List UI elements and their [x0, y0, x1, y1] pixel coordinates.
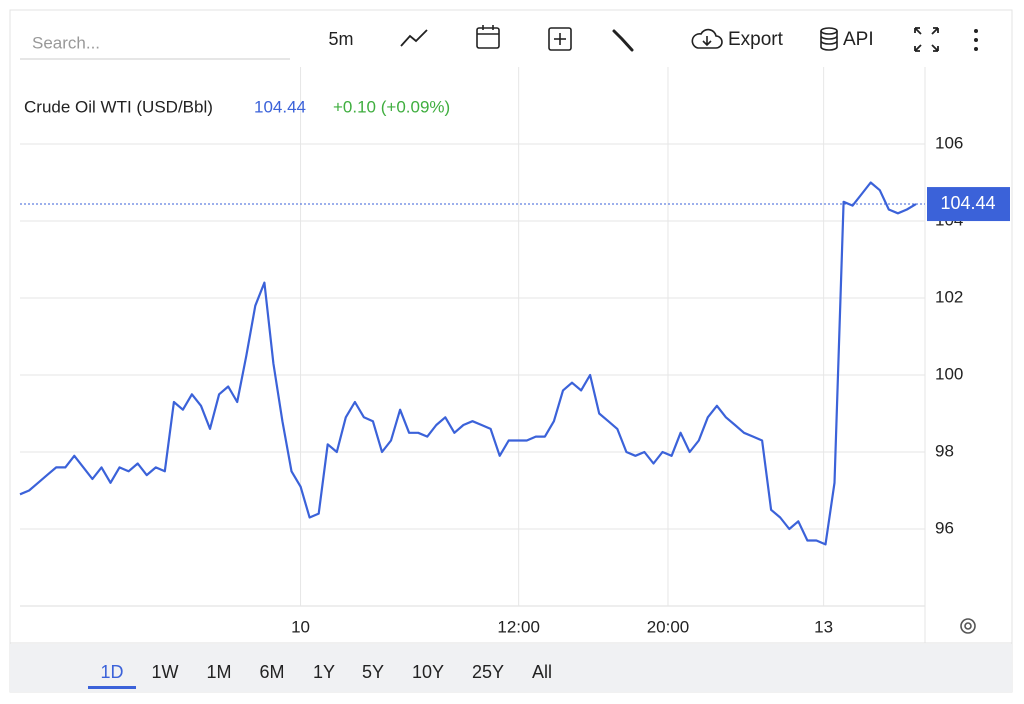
price-line — [19, 181, 917, 546]
range-button[interactable]: 25Y — [472, 662, 504, 682]
legend-change: +0.10 (+0.09%) — [333, 97, 450, 116]
add-indicator-icon[interactable] — [548, 27, 572, 51]
range-button[interactable]: 5Y — [362, 662, 384, 682]
frame — [9, 9, 1013, 693]
y-tick-label: 106 — [935, 133, 963, 152]
export-button[interactable]: Export — [728, 29, 784, 50]
y-tick-label: 96 — [935, 518, 954, 537]
range-bar — [10, 644, 1012, 692]
range-active-underline — [88, 686, 136, 689]
range-button[interactable]: All — [532, 662, 552, 682]
fullscreen-icon[interactable] — [914, 27, 939, 52]
chart-type-icon[interactable] — [400, 29, 428, 47]
range-button[interactable]: 10Y — [412, 662, 444, 682]
menu-icon[interactable] — [974, 29, 978, 51]
interval-button[interactable]: 5m — [328, 29, 353, 49]
y-tick-label: 98 — [935, 441, 954, 460]
range-button[interactable]: 1D — [100, 662, 123, 682]
y-tick-label: 100 — [935, 364, 963, 383]
x-tick-label: 12:00 — [497, 617, 540, 636]
search-input[interactable]: Search... — [32, 33, 100, 52]
range-button[interactable]: 6M — [259, 662, 284, 682]
api-button[interactable]: API — [843, 29, 874, 50]
range-button[interactable]: 1W — [152, 662, 179, 682]
tools-icon[interactable] — [612, 29, 634, 52]
range-button[interactable]: 1Y — [313, 662, 335, 682]
legend-value: 104.44 — [254, 97, 306, 116]
x-tick-label: 13 — [814, 617, 833, 636]
legend-name: Crude Oil WTI (USD/Bbl) — [24, 97, 213, 116]
last-value-badge — [927, 187, 1010, 222]
x-tick-label: 20:00 — [647, 617, 690, 636]
x-tick-label: 10 — [291, 617, 310, 636]
calendar-icon[interactable] — [476, 25, 500, 49]
export-icon[interactable] — [691, 28, 723, 49]
range-button[interactable]: 1M — [206, 662, 231, 682]
settings-icon[interactable] — [960, 618, 976, 634]
y-tick-label: 102 — [935, 287, 963, 306]
last-value-label: 104.44 — [940, 193, 995, 213]
api-icon[interactable] — [820, 27, 838, 51]
